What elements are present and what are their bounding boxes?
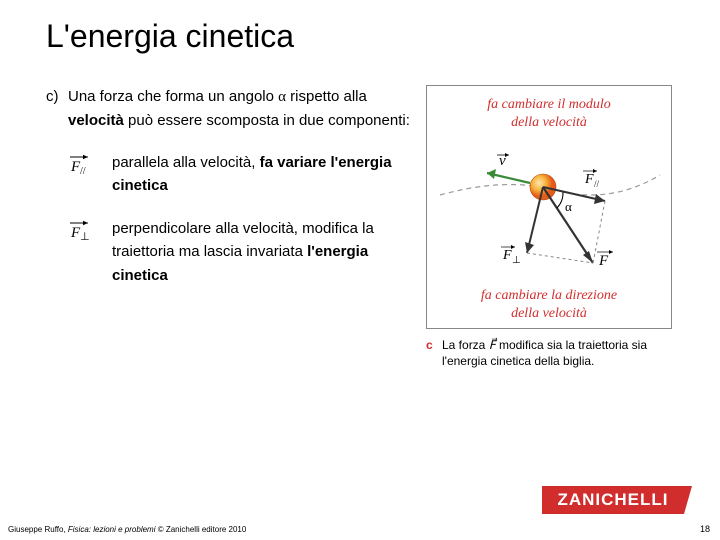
figure-label-top: fa cambiare il modulo della velocità — [435, 96, 663, 131]
svg-text://: // — [594, 179, 600, 189]
item-body: Una forza che forma un angolo α rispetto… — [68, 85, 416, 133]
sub-item-perpendicular: F ⊥ perpendicolare alla velocità, modifi… — [68, 217, 416, 287]
alpha-symbol: α — [278, 89, 286, 105]
svg-text:F: F — [584, 172, 594, 187]
publisher-logo: ZANICHELLI — [542, 486, 684, 514]
text: della velocità — [511, 115, 587, 130]
svg-text://: // — [80, 166, 86, 175]
text: rispetto alla — [286, 88, 367, 105]
svg-text:α: α — [565, 199, 572, 214]
sub-body: perpendicolare alla velocità, modifica l… — [112, 217, 416, 287]
book-title: Fisica: lezioni e problemi — [68, 525, 156, 534]
f-perpendicular-symbol: F ⊥ — [68, 217, 112, 287]
f-vector: F⃗ — [489, 338, 496, 352]
text: può essere scomposta in due componenti: — [124, 112, 410, 129]
text: della velocità — [511, 306, 587, 321]
copyright: © Zanichelli editore 2010 — [155, 525, 246, 534]
sub-item-parallel: F // parallela alla velocità, fa variare… — [68, 151, 416, 198]
figure-label-bottom: fa cambiare la direzione della velocità — [435, 287, 663, 322]
footer: Giuseppe Ruffo, Fisica: lezioni e proble… — [0, 514, 720, 540]
f-parallel-symbol: F // — [68, 151, 112, 198]
page-number: 18 — [700, 524, 710, 534]
sub-body: parallela alla velocità, fa variare l'en… — [112, 151, 416, 198]
content-area: c) Una forza che forma un angolo α rispe… — [0, 55, 720, 369]
text: fa cambiare la direzione — [481, 288, 617, 303]
figure-column: fa cambiare il modulo della velocità — [426, 85, 686, 369]
list-item-c: c) Una forza che forma un angolo α rispe… — [46, 85, 416, 133]
text-column: c) Una forza che forma un angolo α rispe… — [46, 85, 416, 369]
svg-text:F: F — [502, 248, 512, 263]
physics-diagram: v F // F ⊥ F — [435, 135, 663, 285]
caption-body: La forza F⃗ modifica sia la traiettoria … — [442, 337, 672, 369]
text: La forza — [442, 338, 489, 352]
svg-text:⊥: ⊥ — [80, 231, 90, 241]
item-marker: c) — [46, 85, 68, 133]
page-title: L'energia cinetica — [0, 0, 720, 55]
figure-box: fa cambiare il modulo della velocità — [426, 85, 672, 329]
bold-text: velocità — [68, 112, 124, 129]
text: Una forza che forma un angolo — [68, 88, 278, 105]
svg-text:F: F — [598, 253, 609, 269]
text: parallela alla velocità, — [112, 154, 260, 171]
footer-credit: Giuseppe Ruffo, Fisica: lezioni e proble… — [8, 525, 246, 534]
author: Giuseppe Ruffo, — [8, 525, 68, 534]
figure-caption: c La forza F⃗ modifica sia la traiettori… — [426, 337, 672, 369]
caption-marker: c — [426, 337, 442, 369]
text: fa cambiare il modulo — [487, 97, 611, 112]
svg-text:⊥: ⊥ — [512, 255, 521, 266]
